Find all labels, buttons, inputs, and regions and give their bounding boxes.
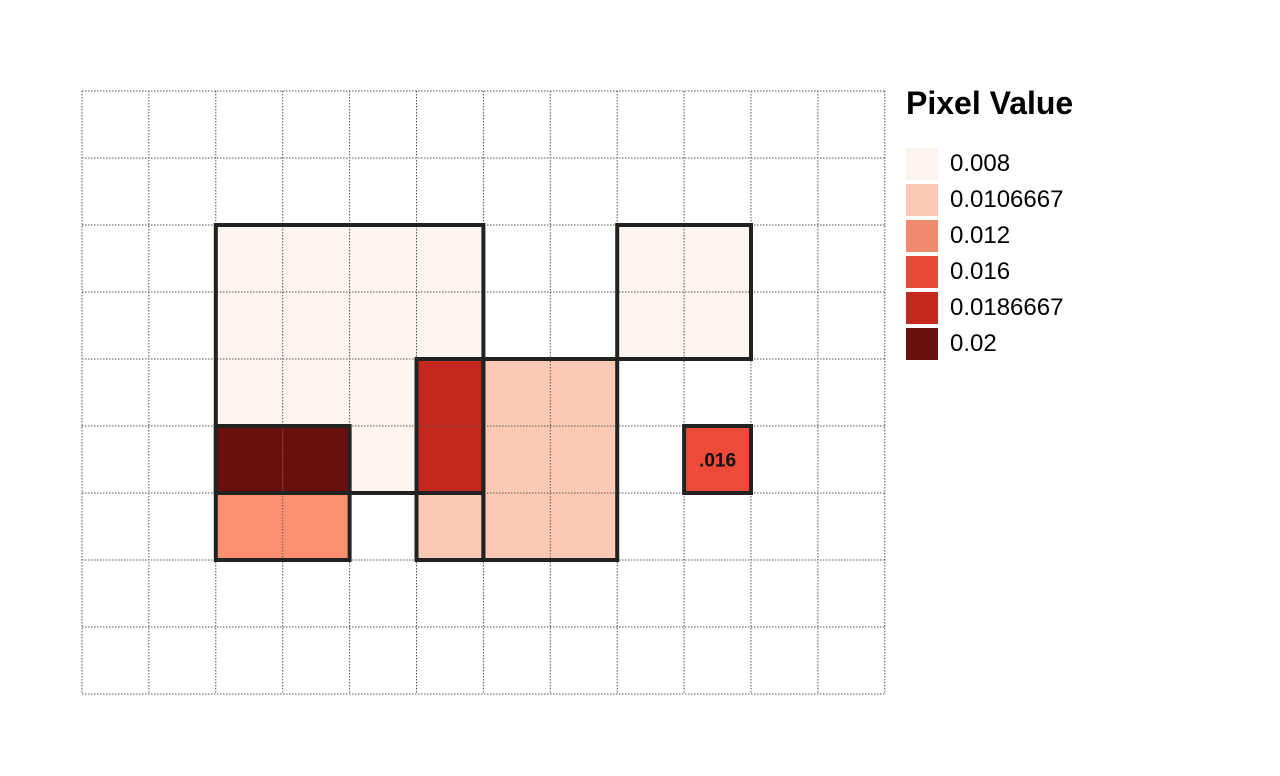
heatmap-cell: [416, 292, 484, 359]
legend-item: 0.008: [906, 146, 1073, 182]
heatmap-cell: [215, 359, 283, 426]
heatmap-cell: [215, 225, 283, 292]
legend-label: 0.0106667: [950, 186, 1064, 213]
heatmap-cell: [282, 292, 350, 359]
legend-label: 0.02: [950, 330, 997, 357]
cell-value-label: .016: [699, 451, 736, 472]
legend-items: 0.008 0.0106667 0.012 0.016 0.0186667 0.…: [906, 146, 1073, 362]
legend-label: 0.008: [950, 150, 1011, 177]
legend: Pixel Value 0.008 0.0106667 0.012 0.016 …: [906, 84, 1073, 362]
heatmap-cell: [684, 426, 751, 493]
legend-swatch: [906, 184, 938, 216]
legend-label: 0.0186667: [950, 294, 1064, 321]
heatmap-cell: [416, 493, 484, 560]
heatmap-cell: [215, 292, 283, 359]
heatmap-cell: [215, 493, 283, 560]
heatmap-cell: [483, 359, 551, 426]
heatmap-cell: [550, 493, 618, 560]
heatmap-cell: [550, 426, 618, 493]
heatmap-cell: [483, 426, 551, 493]
heatmap-cell: [282, 359, 350, 426]
heatmap-cell: [550, 359, 618, 426]
heatmap-cell: [215, 426, 283, 493]
legend-label: 0.016: [950, 258, 1011, 285]
heatmap-cell: [349, 426, 417, 493]
legend-swatch: [906, 256, 938, 288]
legend-item: 0.0186667: [906, 290, 1073, 326]
legend-item: 0.012: [906, 218, 1073, 254]
heatmap-cell: [282, 225, 350, 292]
heatmap-cell: [416, 225, 484, 292]
heatmap-cell: [349, 292, 417, 359]
heatmap-cell: [617, 225, 685, 292]
heatmap-cell: [617, 292, 685, 359]
legend-item: 0.02: [906, 326, 1073, 362]
heatmap-cell: [282, 426, 350, 493]
region-outline: [213, 491, 352, 562]
heatmap-cell: [684, 225, 751, 292]
legend-item: 0.016: [906, 254, 1073, 290]
region-outline: [414, 491, 486, 562]
region-outline: [682, 424, 753, 495]
legend-swatch: [906, 292, 938, 324]
legend-title: Pixel Value: [906, 85, 1074, 121]
legend-item: 0.0106667: [906, 182, 1073, 218]
region-outline: [481, 357, 620, 562]
legend-label: 0.012: [950, 222, 1011, 249]
heatmap-cell: [349, 359, 417, 426]
labels-layer: .016: [699, 451, 736, 472]
regions-layer: [213, 223, 754, 562]
heatmap-cell: [483, 493, 551, 560]
legend-swatch: [906, 328, 938, 360]
heatmap-cell: [416, 359, 484, 426]
heatmap-cell: [684, 292, 751, 359]
heatmap-cell: [282, 493, 350, 560]
cells-layer: [215, 225, 751, 560]
heatmap-cell: [416, 426, 484, 493]
heatmap-cell: [349, 225, 417, 292]
legend-swatch: [906, 148, 938, 180]
region-outline: [615, 223, 754, 361]
legend-swatch: [906, 220, 938, 252]
